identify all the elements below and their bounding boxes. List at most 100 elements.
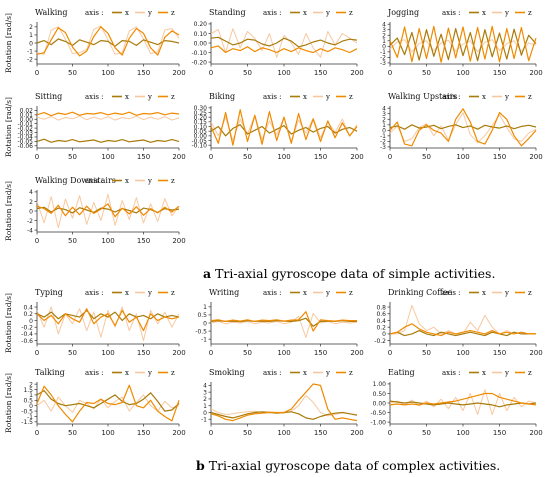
chart-title: Walking Upstairs: [388, 92, 458, 101]
y-axis-label: Rotation [rad/s]: [4, 13, 13, 73]
y-tick-label: -3: [380, 60, 386, 67]
x-tick-label: 0: [388, 69, 392, 77]
legend-label-z: z: [171, 177, 175, 185]
x-tick-label: 50: [243, 349, 252, 357]
legend-label-y: y: [147, 289, 152, 297]
chart-panel: 0 50 100 150 20021.510.50-0.5-1-1.5Rotation …: [4, 368, 186, 437]
x-tick-label: 200: [529, 153, 542, 161]
chart-title: Biking: [209, 92, 235, 101]
y-tick-label: 3: [382, 111, 386, 118]
y-tick-label: 2: [29, 24, 33, 31]
y-tick-label: -1: [201, 417, 207, 424]
y-tick-label: -0.5: [195, 328, 207, 335]
y-tick-label: 0.02: [20, 108, 34, 115]
y-tick-label: 0: [382, 44, 386, 51]
x-tick-label: 100: [456, 69, 469, 77]
legend-label-z: z: [349, 369, 353, 377]
y-tick-label: 1: [29, 392, 33, 399]
y-tick-label: -0.10: [191, 50, 207, 57]
y-tick-label: -1: [380, 133, 386, 140]
legend-label-x: x: [125, 93, 129, 101]
x-tick-label: 150: [137, 349, 150, 357]
y-tick-label: 0.10: [194, 124, 208, 131]
y-tick-label: 0: [203, 320, 207, 327]
y-tick-label: -1.00: [370, 419, 386, 426]
y-tick-label: 2: [29, 381, 33, 388]
y-tick-label: 0.2: [376, 325, 386, 332]
y-tick-label: 0.4: [23, 304, 33, 311]
caption-a: a Tri-axial gyroscope data of simple act…: [203, 266, 495, 281]
y-tick-label: 2: [382, 117, 386, 124]
x-tick-label: 50: [243, 429, 252, 437]
x-tick-label: 200: [172, 69, 185, 77]
legend-label-y: y: [504, 289, 509, 297]
x-tick-label: 150: [314, 69, 327, 77]
series-line-y: [36, 193, 180, 229]
y-tick-label: -1: [27, 414, 33, 421]
y-tick-label: 1: [203, 403, 207, 410]
series-line-z: [36, 384, 180, 423]
x-tick-label: 0: [35, 153, 39, 161]
legend-label-y: y: [147, 9, 152, 17]
x-tick-label: 100: [101, 429, 114, 437]
x-tick-label: 150: [314, 429, 327, 437]
x-tick-label: 0: [35, 429, 39, 437]
chart-title: Standing: [209, 8, 246, 17]
x-tick-label: 100: [101, 153, 114, 161]
y-tick-label: 2: [203, 396, 207, 403]
y-tick-label: -0.06: [17, 143, 33, 150]
x-tick-label: 0: [35, 237, 39, 245]
x-tick-label: 150: [314, 349, 327, 357]
series-line-x: [389, 400, 537, 408]
legend-title: axis :: [85, 177, 104, 185]
chart-title: Sitting: [35, 92, 62, 101]
series-line-y: [36, 306, 180, 342]
series-line-z: [210, 311, 357, 332]
y-tick-label: -0.01: [17, 121, 33, 128]
x-tick-label: 50: [68, 69, 77, 77]
legend-title: axis :: [442, 9, 461, 17]
legend-label-z: z: [171, 289, 175, 297]
y-tick-label: 0.30: [194, 105, 208, 112]
legend-label-z: z: [349, 9, 353, 17]
y-tick-label: 0.10: [194, 31, 208, 38]
x-tick-label: 150: [137, 237, 150, 245]
x-tick-label: 150: [493, 69, 506, 77]
legend-label-z: z: [349, 289, 353, 297]
chart-title: Eating: [388, 368, 415, 377]
y-tick-label: -0.10: [191, 143, 207, 150]
y-tick-label: 0.25: [194, 110, 208, 117]
x-tick-label: 0: [35, 349, 39, 357]
series-line-x: [389, 28, 537, 62]
y-tick-label: 1: [29, 32, 33, 39]
x-tick-label: 50: [68, 237, 77, 245]
y-tick-label: -0.05: [191, 138, 207, 145]
legend-title: axis :: [85, 93, 104, 101]
y-tick-label: -0.4: [21, 331, 33, 338]
y-tick-label: -1: [201, 336, 207, 343]
series-line-z: [389, 108, 537, 147]
y-tick-label: -1.5: [21, 419, 33, 426]
y-tick-label: -0.6: [21, 338, 33, 345]
x-tick-label: 200: [350, 349, 363, 357]
legend-label-y: y: [147, 177, 152, 185]
x-tick-label: 100: [277, 153, 290, 161]
y-tick-label: 3: [203, 389, 207, 396]
series-line-z: [389, 25, 537, 63]
chart-panel: 0 50 100 150 200 1.00 0.50 0.00 -0.50 -1.00 Eating…: [370, 368, 542, 437]
legend-label-y: y: [147, 369, 152, 377]
series-line-y: [210, 28, 358, 58]
y-tick-label: 0.05: [194, 129, 208, 136]
y-tick-label: 4: [29, 189, 33, 196]
chart-title: Jogging: [387, 8, 419, 17]
y-tick-label: 0: [203, 410, 207, 417]
x-tick-label: 200: [529, 69, 542, 77]
series-line-y: [389, 39, 537, 53]
chart-title: Writing: [209, 288, 239, 297]
x-tick-label: 100: [277, 69, 290, 77]
y-tick-label: -2: [380, 55, 386, 62]
caption-b-letter: b: [196, 458, 205, 473]
